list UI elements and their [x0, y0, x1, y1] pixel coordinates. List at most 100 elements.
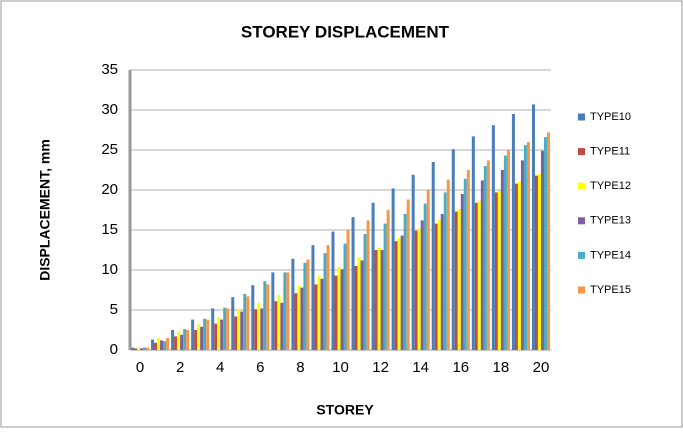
- bar: [297, 286, 301, 350]
- bar: [477, 201, 481, 350]
- bar: [423, 203, 427, 350]
- bar: [240, 311, 244, 350]
- bar: [391, 188, 395, 350]
- bar: [497, 190, 501, 350]
- bar: [403, 214, 407, 350]
- bar: [420, 220, 424, 350]
- y-tick-label: 5: [110, 301, 118, 318]
- bar: [343, 243, 347, 350]
- bar: [514, 183, 518, 350]
- bar: [197, 324, 201, 350]
- legend-label: TYPE10: [590, 111, 631, 123]
- bar: [486, 160, 490, 350]
- legend-swatch: [578, 182, 585, 190]
- bar: [406, 199, 410, 350]
- bar: [354, 266, 358, 350]
- x-tick-label: 10: [332, 359, 349, 376]
- bar: [363, 234, 367, 350]
- x-tick-label: 16: [452, 359, 469, 376]
- bar: [257, 302, 261, 350]
- bar: [334, 275, 338, 350]
- bar: [320, 278, 324, 350]
- y-tick-label: 30: [101, 101, 118, 118]
- x-tick-label: 20: [533, 359, 550, 376]
- bar: [417, 228, 421, 350]
- y-tick-label: 0: [110, 341, 118, 358]
- legend-label: TYPE14: [590, 249, 631, 261]
- bar: [131, 347, 135, 350]
- bar: [294, 293, 298, 350]
- bar: [357, 257, 361, 350]
- bar: [286, 272, 290, 350]
- bar: [171, 330, 175, 350]
- bar: [543, 137, 547, 350]
- bar: [254, 309, 258, 350]
- legend-label: TYPE13: [590, 215, 631, 227]
- bar: [203, 318, 207, 350]
- bar: [346, 230, 350, 350]
- bar: [460, 194, 464, 350]
- bar: [154, 342, 158, 350]
- bar: [160, 340, 164, 350]
- x-tick-label: 6: [256, 359, 264, 376]
- bar: [380, 250, 384, 350]
- bar: [206, 319, 210, 350]
- bar: [146, 347, 150, 350]
- bar: [260, 308, 264, 350]
- legend-label: TYPE15: [590, 284, 631, 296]
- bar: [243, 294, 247, 350]
- bar: [366, 220, 370, 350]
- bar: [506, 150, 510, 350]
- bar: [137, 347, 141, 350]
- bar: [186, 330, 190, 350]
- bar: [371, 202, 375, 350]
- bar: [300, 287, 304, 350]
- bar: [317, 275, 321, 350]
- bar: [531, 104, 535, 351]
- bar: [143, 347, 147, 350]
- x-tick-label: 14: [412, 359, 429, 376]
- x-tick-label: 2: [176, 359, 184, 376]
- bar: [446, 179, 450, 350]
- bar: [283, 272, 287, 350]
- y-tick-label: 25: [101, 141, 118, 158]
- bar: [220, 319, 224, 350]
- bar: [163, 341, 167, 350]
- y-axis-label: DISPLACEMENT, mm: [37, 139, 53, 281]
- bar: [374, 250, 378, 350]
- bar: [474, 202, 478, 350]
- bar: [457, 209, 461, 350]
- bar: [411, 174, 415, 350]
- bar: [314, 284, 318, 350]
- bar: [394, 241, 398, 350]
- bar: [431, 162, 435, 350]
- bar: [503, 155, 507, 350]
- bar: [134, 348, 138, 350]
- legend-label: TYPE12: [590, 180, 631, 192]
- bar: [191, 319, 195, 350]
- bar: [311, 245, 315, 350]
- bar: [237, 310, 241, 350]
- bar: [271, 272, 275, 350]
- bar: [517, 182, 521, 350]
- bar: [546, 132, 550, 350]
- bar: [437, 219, 441, 350]
- bar: [494, 192, 498, 350]
- y-tick-label: 20: [101, 181, 118, 198]
- bar: [157, 338, 161, 350]
- bar: [400, 235, 404, 350]
- legend-swatch: [578, 286, 585, 294]
- bar: [397, 238, 401, 350]
- bar: [174, 336, 178, 350]
- bar: [351, 217, 355, 350]
- legend-swatch: [578, 113, 585, 121]
- bar: [326, 245, 330, 350]
- y-tick-label: 35: [101, 61, 118, 78]
- bar: [223, 307, 227, 350]
- bar: [211, 308, 215, 350]
- y-tick-label: 10: [101, 261, 118, 278]
- bar: [200, 326, 204, 350]
- bar: [140, 348, 144, 350]
- bar: [183, 329, 187, 350]
- bar: [360, 260, 364, 350]
